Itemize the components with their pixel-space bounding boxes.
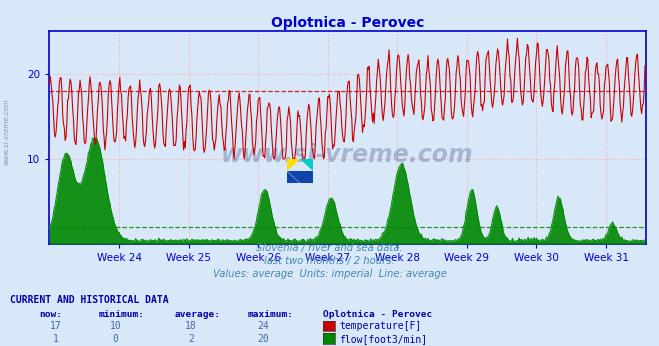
- Text: 1: 1: [53, 334, 59, 344]
- Text: CURRENT AND HISTORICAL DATA: CURRENT AND HISTORICAL DATA: [10, 295, 169, 305]
- Text: minimum:: minimum:: [99, 310, 145, 319]
- Text: Oplotnica - Perovec: Oplotnica - Perovec: [323, 310, 432, 319]
- Text: Values: average  Units: imperial  Line: average: Values: average Units: imperial Line: av…: [213, 269, 446, 279]
- Text: www.si-vreme.com: www.si-vreme.com: [221, 143, 474, 166]
- Text: 0: 0: [113, 334, 118, 344]
- Text: 18: 18: [185, 321, 197, 331]
- Text: Slovenia / river and sea data.: Slovenia / river and sea data.: [256, 243, 403, 253]
- Text: 17: 17: [50, 321, 62, 331]
- Text: average:: average:: [175, 310, 221, 319]
- Polygon shape: [287, 171, 313, 183]
- Text: temperature[F]: temperature[F]: [339, 321, 422, 331]
- Text: now:: now:: [40, 310, 63, 319]
- Text: 2: 2: [188, 334, 194, 344]
- Polygon shape: [300, 159, 313, 171]
- Text: maximum:: maximum:: [247, 310, 293, 319]
- Polygon shape: [287, 159, 300, 171]
- Text: www.si-vreme.com: www.si-vreme.com: [3, 98, 9, 165]
- Polygon shape: [287, 171, 300, 183]
- Text: 24: 24: [258, 321, 270, 331]
- Text: 20: 20: [258, 334, 270, 344]
- Text: flow[foot3/min]: flow[foot3/min]: [339, 334, 428, 344]
- Title: Oplotnica - Perovec: Oplotnica - Perovec: [271, 16, 424, 30]
- Text: last two months / 2 hours.: last two months / 2 hours.: [264, 256, 395, 266]
- Text: 10: 10: [109, 321, 121, 331]
